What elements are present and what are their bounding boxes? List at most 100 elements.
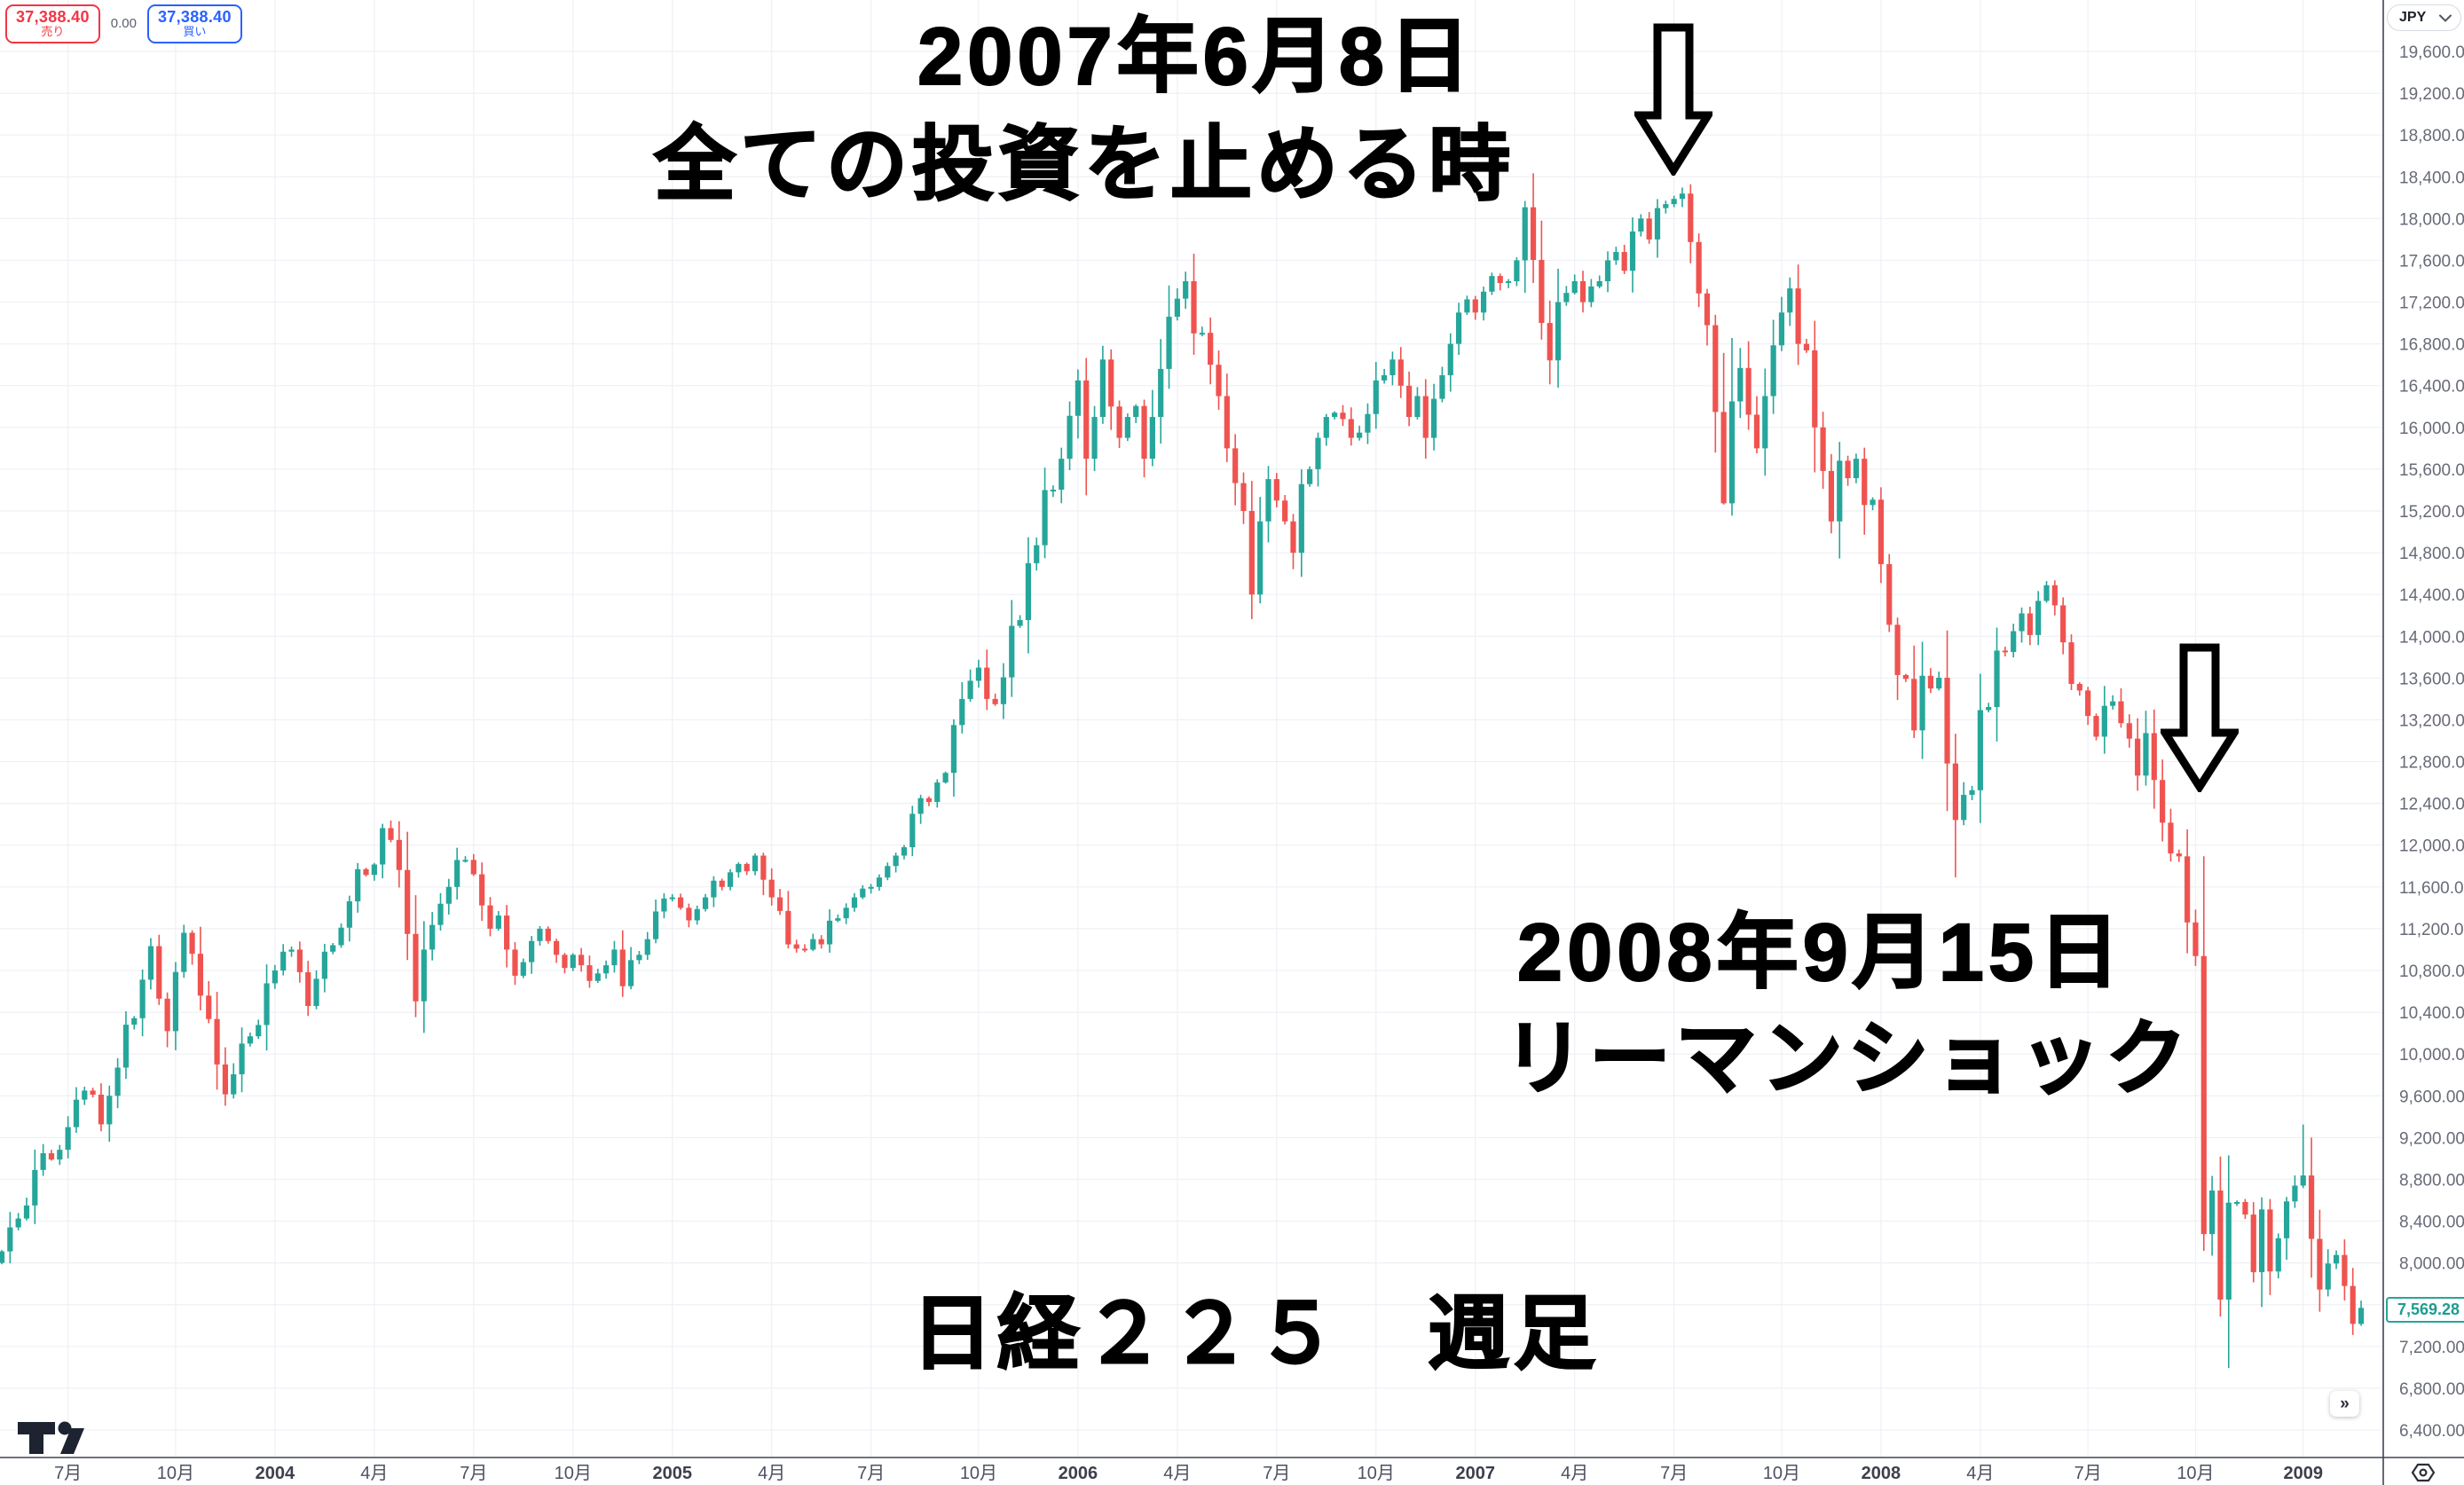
candle-body xyxy=(627,960,634,986)
candle-body xyxy=(1696,241,1702,294)
candle-body xyxy=(1208,333,1214,365)
price-axis-label: 16,400.00 xyxy=(2399,378,2464,397)
candle-body xyxy=(602,965,610,974)
candle-body xyxy=(1389,359,1396,375)
currency-selector[interactable]: JPY xyxy=(2387,4,2461,31)
time-axis-label[interactable]: 4月 xyxy=(758,1464,785,1483)
time-axis-label[interactable]: 4月 xyxy=(360,1464,388,1483)
candle-body xyxy=(462,860,468,862)
time-axis-label[interactable]: 10月 xyxy=(2177,1464,2214,1483)
time-axis-label[interactable]: 7月 xyxy=(460,1464,487,1483)
price-axis-label: 6,400.00 xyxy=(2399,1422,2464,1441)
time-axis-label[interactable]: 2004 xyxy=(256,1464,295,1483)
candle-body xyxy=(1530,207,1537,260)
price-axis-label: 14,000.00 xyxy=(2399,628,2464,647)
time-axis-label[interactable]: 2007 xyxy=(1455,1464,1495,1483)
price-axis-label: 8,800.00 xyxy=(2399,1171,2464,1190)
time-axis-label[interactable]: 7月 xyxy=(2074,1464,2102,1483)
candle-body xyxy=(1406,385,1413,418)
more-panel-button[interactable]: » xyxy=(2330,1391,2359,1417)
candle-body xyxy=(1075,380,1081,416)
time-axis-label[interactable]: 2005 xyxy=(652,1464,692,1483)
tradingview-logo[interactable] xyxy=(14,1417,103,1458)
time-axis-label[interactable]: 4月 xyxy=(1966,1464,1994,1483)
candle-body xyxy=(1232,448,1239,483)
candle-body xyxy=(967,680,973,699)
time-axis-label[interactable]: 10月 xyxy=(157,1464,194,1483)
time-axis-label[interactable]: 10月 xyxy=(1763,1464,1800,1483)
candle-body xyxy=(776,897,783,911)
candle-body xyxy=(1034,545,1040,563)
candle-body xyxy=(7,1227,13,1252)
down-arrow-crash-icon xyxy=(2161,643,2239,792)
candle-body xyxy=(636,955,642,961)
candle-body xyxy=(2043,585,2050,601)
candle-body xyxy=(2358,1308,2365,1324)
candle-body xyxy=(1712,325,1719,412)
candle-body xyxy=(2283,1201,2290,1238)
time-axis-label[interactable]: 4月 xyxy=(1163,1464,1191,1483)
candle-body xyxy=(917,798,924,814)
candle-body xyxy=(2234,1201,2240,1204)
candle-body xyxy=(1340,412,1346,420)
last-price-label: 7,569.28 xyxy=(2386,1297,2464,1323)
candle-body xyxy=(1025,562,1032,621)
time-axis-label[interactable]: 2008 xyxy=(1862,1464,1901,1483)
price-axis-label: 9,600.00 xyxy=(2399,1088,2464,1106)
candle-body xyxy=(1638,218,1644,232)
candle-body xyxy=(1994,650,2000,707)
time-axis-label[interactable]: 7月 xyxy=(1263,1464,1290,1483)
candle-body xyxy=(1961,794,1967,821)
candle-body xyxy=(1464,299,1470,313)
time-axis-label[interactable]: 10月 xyxy=(555,1464,592,1483)
time-axis-label[interactable]: 10月 xyxy=(960,1464,997,1483)
gear-icon[interactable] xyxy=(2406,1462,2440,1483)
quote-widget: 37,388.40 売り 0.00 37,388.40 買い xyxy=(5,4,242,43)
candle-body xyxy=(1365,413,1371,433)
time-axis-label[interactable]: 7月 xyxy=(54,1464,82,1483)
candle-body xyxy=(1671,199,1677,205)
candle-body xyxy=(1812,350,1818,428)
candle-body xyxy=(851,897,858,908)
time-axis-label[interactable]: 10月 xyxy=(1358,1464,1395,1483)
candle-body xyxy=(172,971,179,1032)
candle-body xyxy=(305,971,311,1007)
candle-body xyxy=(1514,260,1520,281)
sell-button[interactable]: 37,388.40 売り xyxy=(5,4,100,43)
candle-body xyxy=(454,860,461,887)
candle-body xyxy=(934,782,941,802)
time-axis-label[interactable]: 4月 xyxy=(1561,1464,1588,1483)
time-axis-label[interactable]: 2009 xyxy=(2283,1464,2323,1483)
candle-body xyxy=(1679,193,1686,200)
candle-body xyxy=(189,932,195,955)
candle-body xyxy=(1455,312,1462,344)
candle-body xyxy=(181,932,187,972)
candle-body xyxy=(545,928,551,941)
buy-button[interactable]: 37,388.40 買い xyxy=(146,4,242,43)
candle-body xyxy=(1332,412,1338,418)
candle-body xyxy=(2051,585,2058,606)
candle-body xyxy=(1728,401,1736,504)
candle-body xyxy=(2185,856,2191,923)
candle-body xyxy=(512,949,518,976)
candle-body xyxy=(1042,490,1048,546)
currency-label: JPY xyxy=(2399,10,2427,25)
time-axis-label[interactable]: 7月 xyxy=(857,1464,885,1483)
price-axis-label: 18,800.00 xyxy=(2399,127,2464,145)
annotation-crash-text: リーマンショック xyxy=(1502,1014,2192,1104)
time-axis-label[interactable]: 7月 xyxy=(1660,1464,1688,1483)
time-axis-label[interactable]: 2006 xyxy=(1059,1464,1098,1483)
candle-body xyxy=(1555,302,1562,361)
price-axis-label: 9,200.00 xyxy=(2399,1129,2464,1148)
candle-body xyxy=(942,773,949,783)
candle-body xyxy=(1571,280,1578,294)
candle-body xyxy=(1248,510,1255,595)
candle-body xyxy=(885,866,891,878)
candle-body xyxy=(2027,613,2033,635)
candle-body xyxy=(2300,1175,2306,1186)
candle-body xyxy=(57,1150,63,1160)
candle-body xyxy=(1770,345,1776,397)
candle-body xyxy=(2110,701,2116,706)
candle-body xyxy=(1497,276,1503,284)
